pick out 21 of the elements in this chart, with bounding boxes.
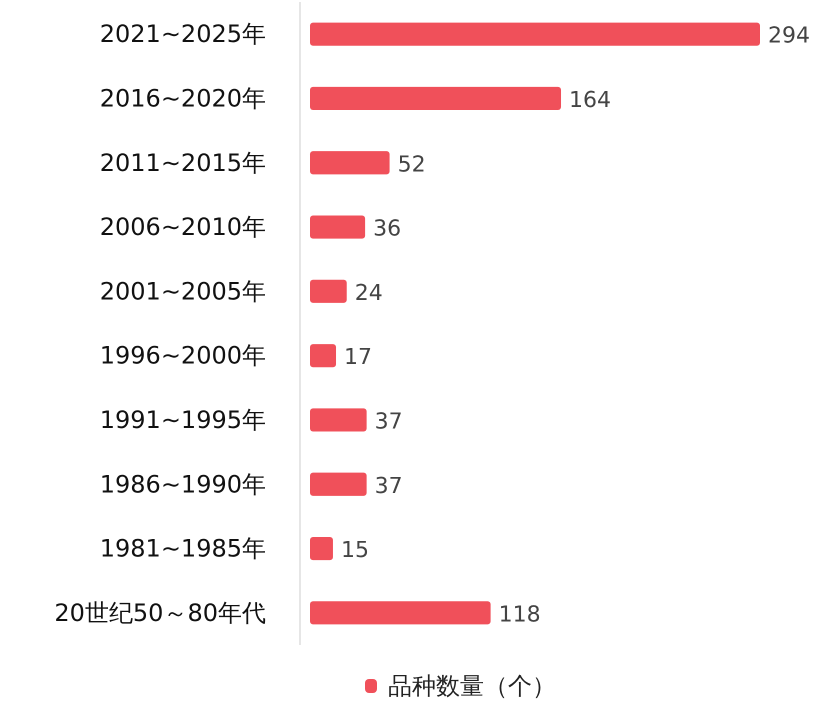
data-label: 17: [344, 345, 372, 370]
data-label: 37: [374, 474, 403, 499]
data-label: 118: [498, 602, 541, 628]
data-label: 164: [569, 88, 612, 113]
category-label: 2006~2010年: [100, 213, 266, 242]
data-label: 294: [768, 24, 810, 49]
category-label: 2016~2020年: [100, 84, 266, 112]
data-label: 15: [340, 538, 369, 564]
category-label: 1986~1990年: [100, 470, 266, 498]
data-label: 24: [354, 280, 383, 306]
category-label: 1996~2000年: [100, 342, 266, 370]
category-label: 1991~1995年: [100, 406, 266, 434]
legend-label: 品种数量（个）: [388, 672, 556, 700]
category-label: 1981~1985年: [100, 534, 266, 563]
category-label: 2001~2005年: [100, 277, 266, 306]
category-label: 20世纪50～80年代: [54, 598, 266, 627]
data-label: 37: [374, 409, 403, 434]
data-label: 36: [373, 216, 402, 242]
data-label: 52: [398, 152, 426, 178]
category-label: 2021~2025年: [100, 20, 266, 48]
category-label: 2011~2015年: [100, 148, 266, 177]
